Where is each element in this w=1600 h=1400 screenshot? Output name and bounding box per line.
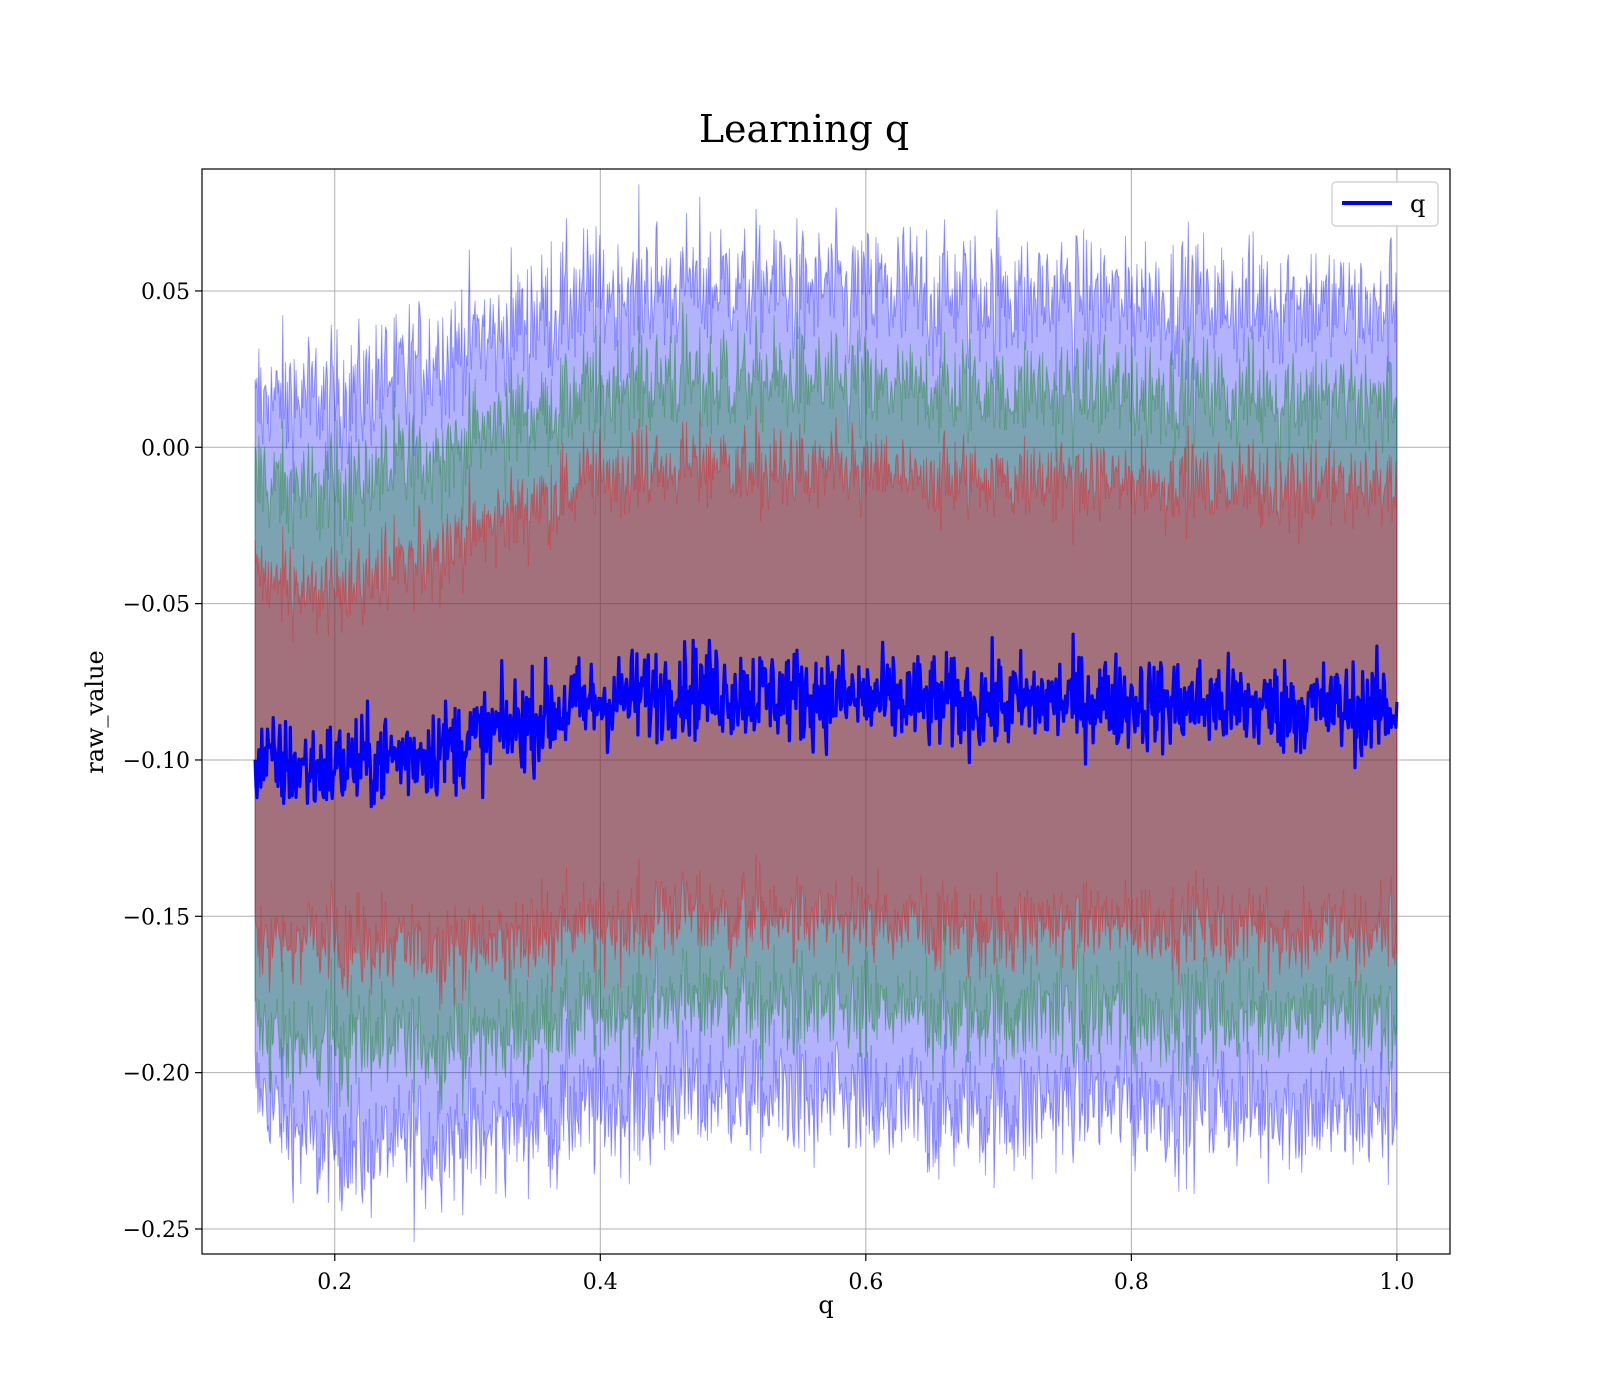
y-axis-label: raw_value <box>81 650 109 774</box>
x-axis-label: q <box>818 1291 833 1319</box>
x-tick-label: 0.4 <box>583 1270 618 1295</box>
y-tick-label: −0.05 <box>123 593 190 618</box>
series-line-q <box>253 632 1399 809</box>
x-axis-ticks: 0.2 0.4 0.6 0.8 1.0 <box>317 1254 1414 1295</box>
y-tick-label: −0.25 <box>123 1218 190 1243</box>
y-tick-label: −0.10 <box>123 749 190 774</box>
x-tick-label: 0.8 <box>1114 1270 1149 1295</box>
chart-title: Learning q <box>699 107 909 151</box>
confidence-bands <box>254 184 1398 1243</box>
series-lines <box>253 632 1399 809</box>
x-tick-label: 1.0 <box>1379 1270 1414 1295</box>
legend: q <box>1331 181 1439 227</box>
x-tick-label: 0.2 <box>317 1270 352 1295</box>
y-tick-label: −0.20 <box>123 1062 190 1087</box>
y-tick-label: 0.05 <box>141 280 190 305</box>
legend-label-q: q <box>1410 190 1425 218</box>
plot-frame <box>201 168 1451 1255</box>
y-tick-label: −0.15 <box>123 905 190 930</box>
x-tick-label: 0.6 <box>848 1270 883 1295</box>
y-tick-label: 0.00 <box>141 436 190 461</box>
y-axis-ticks: 0.05 0.00 −0.05 −0.10 −0.15 −0.20 −0.25 <box>123 280 202 1243</box>
